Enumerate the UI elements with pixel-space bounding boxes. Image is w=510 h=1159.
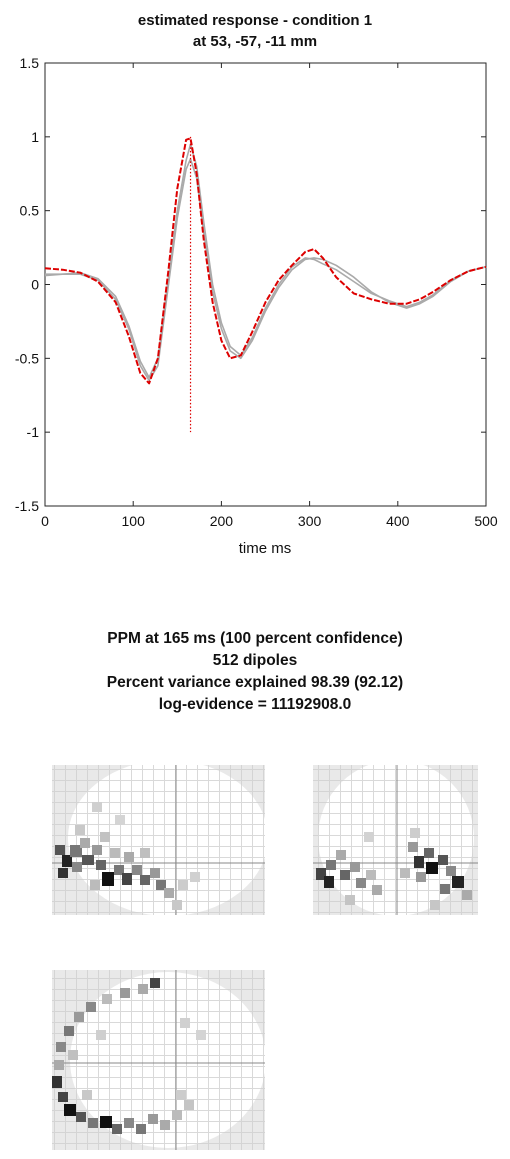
x-tick-label: 0: [41, 513, 49, 529]
chart-subtitle-line: at 53, -57, -11 mm: [192, 33, 318, 50]
ppm-title-line-2: 512 dipoles: [212, 652, 298, 669]
ppm-title-line-1: PPM at 165 ms (100 percent confidence): [107, 630, 403, 647]
y-tick-label: 1: [31, 129, 39, 145]
chart-title-line: estimated response - condition 1: [137, 12, 373, 29]
sagittal-activation: [55, 802, 200, 910]
x-ticks: 0 100 200 300 400 500: [41, 63, 498, 529]
plot-area: [44, 62, 487, 507]
axial-activation: [52, 978, 206, 1134]
x-tick-label: 500: [474, 513, 498, 529]
ppm-title-line-3: Percent variance explained 98.39 (92.12): [106, 674, 404, 691]
y-tick-label: -0.5: [15, 350, 39, 366]
x-axis-label: time ms: [239, 540, 292, 557]
gray-response-line: [44, 143, 487, 379]
ppm-title: PPM at 165 ms (100 percent confidence) 5…: [0, 628, 510, 716]
axial-mip-panel: [52, 970, 266, 1150]
y-tick-label: -1: [27, 424, 40, 440]
y-tick-label: 0.5: [20, 203, 40, 219]
response-chart: 1.5 1 0.5 0 -0.5 -1 -1.5 0 100 200 300 400 500 time…: [15, 55, 498, 557]
y-tick-label: 1.5: [20, 55, 40, 71]
y-tick-label: 0: [31, 277, 39, 293]
y-tick-label: -1.5: [15, 498, 39, 514]
chart-title: estimated response - condition 1 at 53, …: [0, 10, 510, 52]
coronal-mip-panel: [313, 760, 478, 916]
x-tick-label: 400: [386, 513, 410, 529]
series-lines: [44, 137, 487, 385]
coronal-activation: [316, 828, 472, 910]
y-ticks: 1.5 1 0.5 0 -0.5 -1 -1.5: [15, 55, 486, 514]
x-tick-label: 300: [298, 513, 322, 529]
estimated-response-line: [44, 137, 487, 385]
sagittal-mip-panel: [52, 760, 268, 916]
x-tick-label: 200: [210, 513, 234, 529]
ppm-title-line-4: log-evidence = 11192908.0: [158, 696, 352, 713]
x-tick-label: 100: [122, 513, 146, 529]
